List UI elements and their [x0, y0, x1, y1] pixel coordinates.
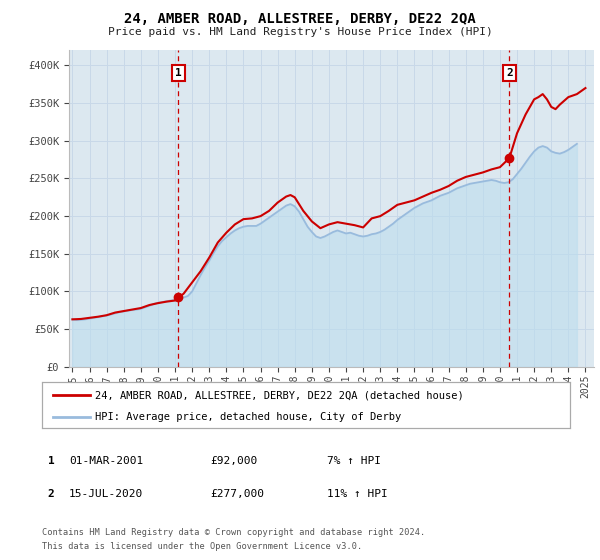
Text: Price paid vs. HM Land Registry's House Price Index (HPI): Price paid vs. HM Land Registry's House …: [107, 27, 493, 37]
Text: 1: 1: [175, 68, 182, 78]
Text: This data is licensed under the Open Government Licence v3.0.: This data is licensed under the Open Gov…: [42, 542, 362, 551]
Text: Contains HM Land Registry data © Crown copyright and database right 2024.: Contains HM Land Registry data © Crown c…: [42, 528, 425, 536]
Text: 01-MAR-2001: 01-MAR-2001: [69, 456, 143, 466]
Text: 1: 1: [47, 456, 55, 466]
Text: 2: 2: [506, 68, 513, 78]
Text: 11% ↑ HPI: 11% ↑ HPI: [327, 489, 388, 500]
Text: 7% ↑ HPI: 7% ↑ HPI: [327, 456, 381, 466]
Text: £92,000: £92,000: [210, 456, 257, 466]
Text: 24, AMBER ROAD, ALLESTREE, DERBY, DE22 2QA (detached house): 24, AMBER ROAD, ALLESTREE, DERBY, DE22 2…: [95, 390, 464, 400]
Text: HPI: Average price, detached house, City of Derby: HPI: Average price, detached house, City…: [95, 412, 401, 422]
Text: 24, AMBER ROAD, ALLESTREE, DERBY, DE22 2QA: 24, AMBER ROAD, ALLESTREE, DERBY, DE22 2…: [124, 12, 476, 26]
Text: 15-JUL-2020: 15-JUL-2020: [69, 489, 143, 500]
Text: £277,000: £277,000: [210, 489, 264, 500]
Text: 2: 2: [47, 489, 55, 500]
